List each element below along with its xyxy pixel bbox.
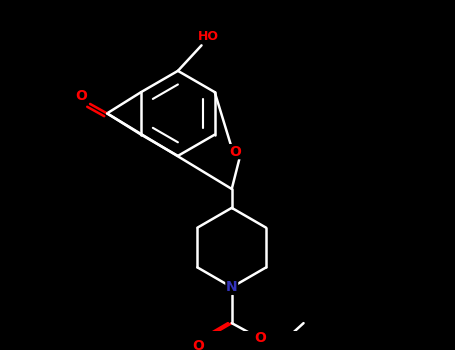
Text: N: N xyxy=(226,280,238,294)
Text: O: O xyxy=(230,145,242,159)
Text: O: O xyxy=(254,331,266,345)
Text: HO: HO xyxy=(197,30,219,43)
Text: O: O xyxy=(76,89,87,103)
Text: O: O xyxy=(192,339,204,350)
